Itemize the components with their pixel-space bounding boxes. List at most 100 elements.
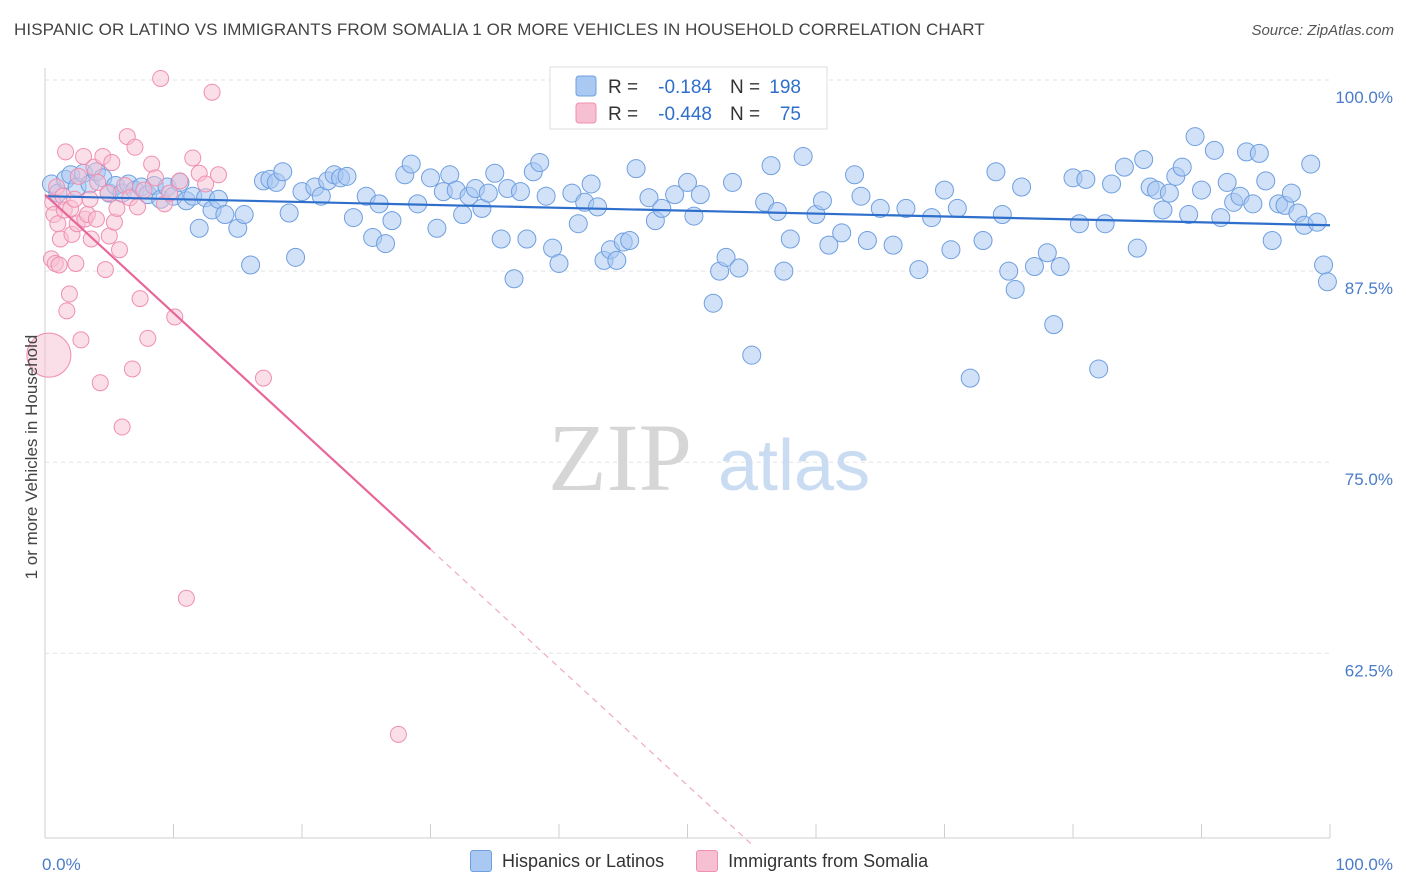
- point-hispanic-150: [1217, 172, 1237, 192]
- point-somalia-19: [69, 167, 87, 185]
- point-hispanic-84: [626, 159, 646, 179]
- point-somalia-46: [135, 181, 153, 199]
- source-label: Source: ZipAtlas.com: [1251, 22, 1394, 39]
- point-hispanic-44: [343, 208, 363, 228]
- point-somalia-59: [203, 83, 221, 101]
- point-hispanic-117: [941, 240, 961, 260]
- y-tick-label-3: 62.5%: [1345, 661, 1393, 680]
- x-tick-label-min: 0.0%: [42, 855, 81, 874]
- point-hispanic-107: [832, 223, 852, 243]
- point-hispanic-54: [427, 218, 447, 238]
- point-hispanic-85: [639, 188, 659, 208]
- point-somalia-52: [161, 184, 179, 202]
- legend-swatch-blue: [575, 75, 597, 97]
- legend-swatch-hispanics: [470, 850, 492, 872]
- point-hispanic-78: [588, 197, 608, 217]
- point-somalia-45: [131, 290, 149, 308]
- point-hispanic-147: [1192, 180, 1211, 200]
- point-somalia-20: [72, 331, 90, 349]
- point-hispanic-96: [729, 258, 749, 278]
- point-hispanic-23: [189, 218, 209, 238]
- point-somalia-34: [103, 154, 121, 172]
- point-hispanic-113: [896, 198, 916, 218]
- point-hispanic-160: [1281, 183, 1301, 203]
- point-hispanic-105: [812, 191, 832, 211]
- point-hispanic-87: [652, 198, 672, 218]
- point-hispanic-136: [1114, 157, 1134, 177]
- point-hispanic-100: [767, 201, 787, 221]
- legend-item-hispanics: Hispanics or Latinos: [470, 850, 664, 872]
- point-hispanic-120: [973, 231, 993, 251]
- point-somalia-31: [96, 261, 114, 279]
- point-somalia-13: [60, 285, 78, 303]
- point-somalia-27: [87, 210, 105, 228]
- watermark-zip: ZIP: [548, 404, 692, 511]
- point-somalia-44: [129, 198, 147, 216]
- point-hispanic-106: [819, 235, 839, 255]
- point-hispanic-77: [581, 174, 601, 194]
- y-axis-label: 1 or more Vehicles in Household: [22, 335, 41, 580]
- point-hispanic-30: [241, 255, 261, 275]
- point-somalia-11: [57, 143, 75, 161]
- point-hispanic-48: [376, 234, 396, 254]
- point-somalia-17: [67, 254, 85, 272]
- point-somalia-62: [389, 725, 407, 743]
- point-hispanic-36: [286, 247, 306, 267]
- point-hispanic-124: [1005, 279, 1025, 299]
- point-somalia-7: [50, 256, 68, 274]
- point-hispanic-29: [234, 205, 254, 225]
- point-hispanic-98: [755, 192, 775, 212]
- y-tick-labels: 100.0% 87.5% 75.0% 62.5%: [1335, 88, 1393, 680]
- point-somalia-35: [105, 213, 123, 231]
- point-hispanic-67: [510, 182, 530, 202]
- point-hispanic-129: [1050, 257, 1070, 277]
- legend-r-value-1: -0.184: [658, 77, 712, 98]
- x-tick-label-max: 100.0%: [1335, 855, 1393, 874]
- point-hispanic-73: [549, 253, 569, 273]
- point-hispanic-142: [1159, 183, 1179, 203]
- point-hispanic-97: [742, 345, 762, 365]
- point-somalia-55: [177, 589, 195, 607]
- point-hispanic-103: [793, 146, 813, 166]
- point-somalia-28: [89, 173, 107, 191]
- legend-label-hispanics: Hispanics or Latinos: [502, 850, 665, 871]
- point-somalia-37: [111, 241, 129, 259]
- point-somalia-53: [166, 308, 184, 326]
- point-somalia-54: [171, 172, 189, 190]
- point-hispanic-133: [1089, 359, 1109, 379]
- legend-n-label-1: N =: [730, 77, 760, 98]
- point-hispanic-118: [947, 198, 967, 218]
- point-hispanic-112: [883, 235, 903, 255]
- point-hispanic-91: [690, 185, 710, 205]
- y-tick-label-1: 87.5%: [1345, 279, 1393, 298]
- point-hispanic-116: [935, 180, 954, 200]
- y-tick-label-2: 75.0%: [1345, 470, 1393, 489]
- point-somalia-43: [126, 138, 144, 156]
- point-hispanic-102: [780, 229, 800, 249]
- series-hispanics-points: [41, 127, 1337, 388]
- point-somalia-16: [66, 190, 84, 208]
- point-hispanic-110: [857, 231, 877, 251]
- point-somalia-56: [184, 149, 202, 167]
- legend-item-somalia: Immigrants from Somalia: [696, 850, 928, 872]
- point-hispanic-131: [1069, 214, 1089, 234]
- point-hispanic-115: [922, 208, 942, 228]
- legend-swatch-somalia: [696, 850, 719, 872]
- point-hispanic-70: [530, 153, 550, 173]
- point-hispanic-88: [665, 185, 685, 205]
- point-hispanic-137: [1127, 238, 1147, 258]
- trend-lines: [44, 193, 1331, 845]
- point-hispanic-92: [703, 293, 723, 313]
- legend-box: R = -0.184 N = 198 R = -0.448 N = 75: [549, 66, 828, 130]
- point-somalia-12: [58, 302, 76, 320]
- point-hispanic-64: [491, 229, 511, 249]
- legend-n-label-2: N =: [730, 104, 760, 125]
- point-hispanic-108: [845, 165, 865, 185]
- point-somalia-36: [108, 199, 126, 217]
- point-hispanic-66: [504, 269, 524, 289]
- legend-r-label-1: R =: [608, 77, 638, 98]
- point-hispanic-121: [986, 162, 1006, 182]
- point-hispanic-138: [1134, 149, 1154, 169]
- point-somalia-58: [197, 175, 215, 193]
